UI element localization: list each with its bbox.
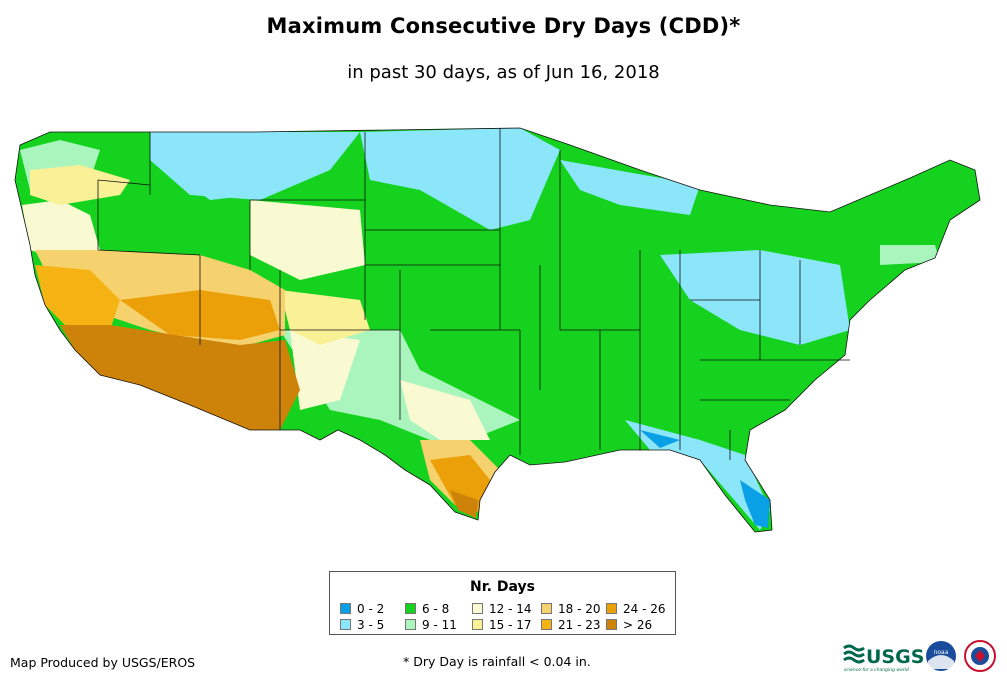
zone-12-14-texas (400, 380, 490, 440)
legend-item-24-26: 24 - 26 (606, 602, 666, 616)
zone-12-14-wyoming (250, 200, 365, 280)
legend-label: 6 - 8 (422, 602, 450, 616)
zone-15-17-colorado (280, 290, 370, 345)
map-title: Maximum Consecutive Dry Days (CDD)* (266, 14, 741, 38)
state-boundaries (14, 127, 981, 533)
noaa-wordmark: noaa (934, 649, 949, 656)
legend-label: 21 - 23 (558, 618, 601, 632)
zone-3-5-ohio-pa (660, 250, 850, 345)
legend-item-6-8: 6 - 8 (405, 602, 449, 616)
legend-swatch (606, 619, 617, 630)
legend-item-12-14: 12 - 14 (472, 602, 532, 616)
legend-label: 12 - 14 (489, 602, 532, 616)
legend-item-over-26: > 26 (606, 618, 652, 632)
noaa-bird-icon (928, 655, 954, 669)
zone-3-5-idaho (175, 170, 255, 200)
zone-9-11-new-england (880, 245, 940, 265)
map-subtitle: in past 30 days, as of Jun 16, 2018 (347, 62, 660, 83)
map-credit: Map Produced by USGS/EROS (10, 655, 196, 670)
zone-3-5-great-lakes (560, 160, 700, 215)
legend-swatch (405, 619, 416, 630)
usgs-wave-icon (843, 644, 865, 664)
zone-0-2-gulf-coast (640, 430, 680, 448)
legend-label: > 26 (623, 618, 653, 632)
legend-item-18-20: 18 - 20 (541, 602, 601, 616)
zone-15-17-oregon (30, 165, 130, 205)
legend: Nr. Days 0 - 2 3 - 5 6 - 8 9 - 11 12 - 1… (329, 571, 676, 635)
legend-item-3-5: 3 - 5 (340, 618, 384, 632)
zone-12-14-new-mexico (290, 330, 360, 410)
legend-label: 3 - 5 (357, 618, 385, 632)
legend-swatch (472, 619, 483, 630)
legend-swatch (340, 603, 351, 614)
zone-0-2-south-florida (740, 480, 770, 528)
agency-logos: USGS science for a changing world noaa (843, 640, 996, 673)
legend-label: 18 - 20 (558, 602, 601, 616)
zone-3-5-dakotas (360, 128, 560, 230)
legend-swatch (541, 603, 552, 614)
legend-swatch (340, 619, 351, 630)
zone-over-26-southwest (60, 325, 300, 430)
legend-item-15-17: 15 - 17 (472, 618, 532, 632)
legend-swatch (472, 603, 483, 614)
zone-24-26-texas-coast (430, 455, 490, 512)
legend-swatch (606, 603, 617, 614)
dry-day-footnote: * Dry Day is rainfall < 0.04 in. (403, 654, 591, 669)
noaa-logo: noaa (926, 641, 956, 671)
zone-12-14-oregon (22, 200, 100, 260)
usgs-wordmark: USGS (866, 646, 924, 668)
nws-star-icon (975, 650, 985, 662)
zone-21-23-california (35, 265, 120, 330)
legend-swatch (541, 619, 552, 630)
legend-label: 15 - 17 (489, 618, 532, 632)
legend-label: 9 - 11 (422, 618, 457, 632)
legend-label: 24 - 26 (623, 602, 666, 616)
usgs-logo: USGS science for a changing world (843, 644, 924, 673)
zone-over-26-rio-grande (450, 490, 478, 518)
legend-item-9-11: 9 - 11 (405, 618, 457, 632)
legend-title: Nr. Days (470, 579, 535, 595)
legend-label: 0 - 2 (357, 602, 385, 616)
legend-item-0-2: 0 - 2 (340, 602, 384, 616)
nws-logo (964, 640, 996, 672)
legend-item-21-23: 21 - 23 (541, 618, 601, 632)
usgs-tagline: science for a changing world (844, 667, 909, 673)
legend-swatch (405, 603, 416, 614)
